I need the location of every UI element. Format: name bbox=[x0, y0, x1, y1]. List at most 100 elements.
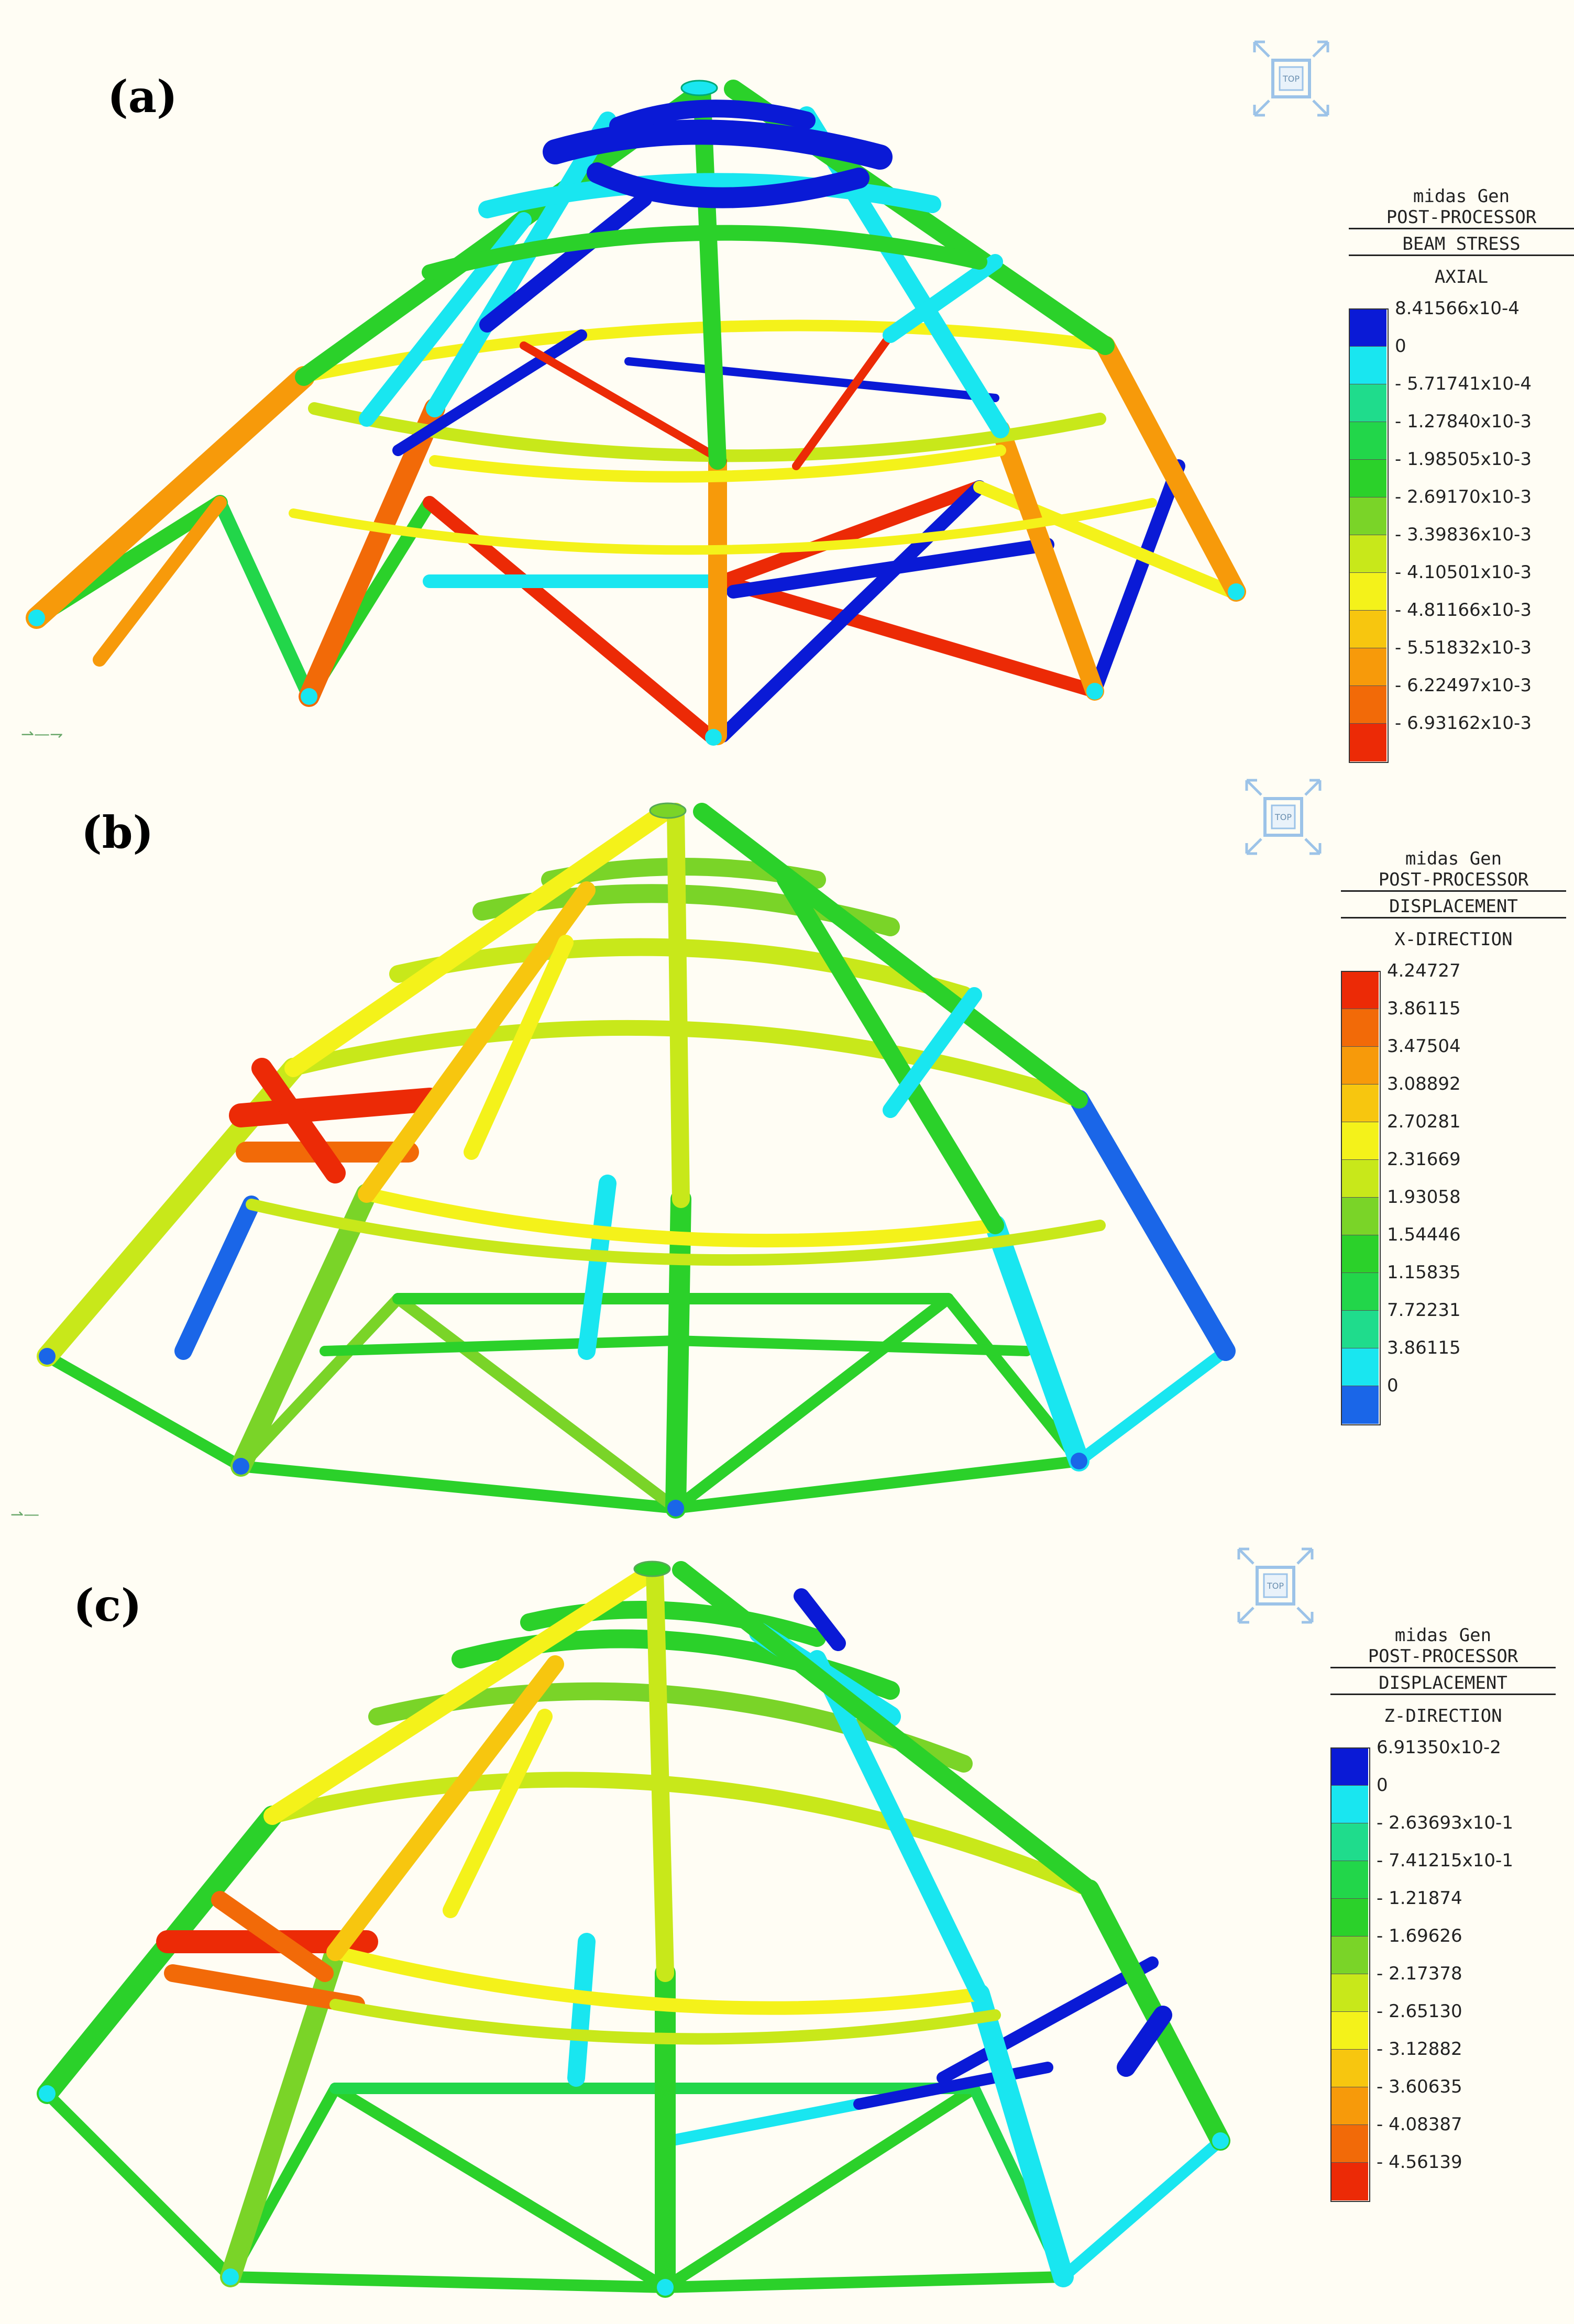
legend-b: midas Gen POST-PROCESSOR DISPLACEMENT X-… bbox=[1341, 848, 1566, 1425]
view-cube-top-icon[interactable]: TOP bbox=[1249, 37, 1333, 120]
legend-c: midas Gen POST-PROCESSOR DISPLACEMENT Z-… bbox=[1330, 1625, 1556, 2202]
legend-value: - 1.21874 bbox=[1377, 1888, 1462, 1909]
legend-value: - 1.98505x10-3 bbox=[1395, 449, 1532, 470]
panel-label: (b) bbox=[81, 806, 154, 858]
view-cube-top-icon[interactable]: TOP bbox=[1241, 775, 1325, 859]
legend-value: - 2.69170x10-3 bbox=[1395, 486, 1532, 507]
view-cube-top-icon[interactable]: TOP bbox=[1234, 1544, 1317, 1628]
legend-swatch bbox=[1341, 1197, 1379, 1235]
legend-swatch bbox=[1341, 1009, 1379, 1047]
panel-label: (a) bbox=[107, 71, 178, 123]
legend-swatch bbox=[1330, 1974, 1368, 2012]
legend-swatch bbox=[1341, 1348, 1379, 1386]
svg-text:TOP: TOP bbox=[1282, 74, 1300, 84]
legend-swatch bbox=[1330, 2049, 1368, 2087]
legend-value: 7.72231 bbox=[1387, 1300, 1461, 1321]
legend-value: 1.54446 bbox=[1387, 1224, 1461, 1245]
legend-value: 0 bbox=[1377, 1775, 1388, 1796]
panel-a: (a) bbox=[0, 0, 1574, 775]
legend-app: midas Gen bbox=[1394, 1625, 1492, 1646]
legend-divider bbox=[1341, 890, 1566, 892]
legend-value: - 2.65130 bbox=[1377, 2001, 1462, 2022]
legend-swatch bbox=[1330, 1823, 1368, 1861]
legend-result: BEAM STRESS bbox=[1402, 234, 1521, 254]
legend-swatch bbox=[1349, 610, 1386, 648]
legend-swatch bbox=[1349, 685, 1386, 724]
legend-swatch bbox=[1330, 2087, 1368, 2125]
legend-swatch bbox=[1341, 1122, 1379, 1160]
legend-mode: POST-PROCESSOR bbox=[1378, 869, 1529, 890]
legend-a: midas Gen POST-PROCESSOR BEAM STRESS AXI… bbox=[1349, 186, 1574, 763]
legend-divider bbox=[1341, 917, 1566, 918]
legend-divider bbox=[1330, 1694, 1556, 1695]
legend-value: - 7.41215x10-1 bbox=[1377, 1850, 1513, 1871]
legend-value: - 6.93162x10-3 bbox=[1395, 713, 1532, 734]
legend-swatch bbox=[1330, 2162, 1368, 2200]
legend-color-bar bbox=[1330, 1747, 1370, 2202]
panel-b: (b) bbox=[0, 775, 1574, 1544]
legend-swatch bbox=[1330, 1861, 1368, 1899]
legend-swatch bbox=[1341, 1046, 1379, 1084]
legend-value: - 3.60635 bbox=[1377, 2076, 1462, 2097]
legend-swatch bbox=[1349, 308, 1386, 347]
legend-result: DISPLACEMENT bbox=[1379, 1673, 1507, 1694]
legend-app: midas Gen bbox=[1405, 848, 1502, 869]
legend-value: - 2.17378 bbox=[1377, 1963, 1462, 1984]
legend-value: 0 bbox=[1387, 1375, 1399, 1396]
legend-value: 3.86115 bbox=[1387, 998, 1461, 1019]
legend-value: 0 bbox=[1395, 336, 1406, 357]
legend-value: 6.91350x10-2 bbox=[1377, 1737, 1501, 1758]
legend-value: 8.41566x10-4 bbox=[1395, 298, 1520, 319]
legend-mode: POST-PROCESSOR bbox=[1368, 1646, 1518, 1667]
legend-result: DISPLACEMENT bbox=[1389, 896, 1518, 917]
legend-divider bbox=[1349, 254, 1574, 256]
legend-swatch bbox=[1341, 1310, 1379, 1348]
legend-swatch bbox=[1341, 1272, 1379, 1311]
legend-value: 1.15835 bbox=[1387, 1262, 1461, 1283]
legend-swatch bbox=[1349, 459, 1386, 497]
legend-swatch bbox=[1349, 723, 1386, 761]
legend-swatch bbox=[1341, 1235, 1379, 1273]
legend-swatch bbox=[1330, 1785, 1368, 1823]
legend-swatch bbox=[1349, 384, 1386, 422]
legend-component: AXIAL bbox=[1434, 267, 1489, 287]
svg-text:TOP: TOP bbox=[1274, 812, 1292, 822]
legend-value: 2.70281 bbox=[1387, 1111, 1461, 1132]
legend-swatch bbox=[1349, 346, 1386, 384]
legend-value: - 4.56139 bbox=[1377, 2152, 1462, 2173]
legend-swatch bbox=[1341, 1084, 1379, 1122]
legend-swatch bbox=[1349, 422, 1386, 460]
legend-swatch bbox=[1341, 971, 1379, 1009]
ucs-axis-icon: ⇀— bbox=[10, 1506, 40, 1524]
legend-value: - 5.71741x10-4 bbox=[1395, 373, 1532, 394]
legend-color-bar bbox=[1349, 308, 1389, 763]
legend-color-bar bbox=[1341, 971, 1381, 1425]
legend-mode: POST-PROCESSOR bbox=[1386, 207, 1537, 228]
legend-value: - 4.81166x10-3 bbox=[1395, 600, 1532, 621]
svg-text:TOP: TOP bbox=[1267, 1581, 1284, 1591]
legend-value: 1.93058 bbox=[1387, 1187, 1461, 1208]
legend-value: - 1.27840x10-3 bbox=[1395, 411, 1532, 432]
legend-app: midas Gen bbox=[1413, 186, 1510, 207]
dome-model-x-displacement[interactable] bbox=[0, 775, 1330, 1544]
legend-swatch bbox=[1341, 1386, 1379, 1424]
legend-swatch bbox=[1349, 497, 1386, 535]
legend-value: - 5.51832x10-3 bbox=[1395, 637, 1532, 658]
legend-value: - 4.08387 bbox=[1377, 2114, 1462, 2135]
legend-value: 3.47504 bbox=[1387, 1036, 1461, 1057]
ucs-axis-icon: ⇀—⇁ bbox=[21, 725, 63, 744]
legend-value: 4.24727 bbox=[1387, 960, 1461, 981]
dome-model-axial-stress[interactable] bbox=[0, 0, 1330, 775]
legend-swatch bbox=[1349, 648, 1386, 686]
legend-scale: 4.24727 3.86115 3.47504 3.08892 2.70281 2.316… bbox=[1341, 960, 1566, 1425]
legend-value: 3.08892 bbox=[1387, 1074, 1461, 1094]
legend-value: - 6.22497x10-3 bbox=[1395, 675, 1532, 696]
legend-swatch bbox=[1341, 1159, 1379, 1198]
legend-divider bbox=[1330, 1667, 1556, 1668]
legend-component: Z-DIRECTION bbox=[1384, 1706, 1502, 1727]
dome-model-z-displacement[interactable] bbox=[0, 1544, 1330, 2324]
panel-c: (c) bbox=[0, 1544, 1574, 2324]
legend-divider bbox=[1349, 228, 1574, 229]
legend-value: - 2.63693x10-1 bbox=[1377, 1812, 1513, 1833]
legend-value: - 4.10501x10-3 bbox=[1395, 562, 1532, 583]
